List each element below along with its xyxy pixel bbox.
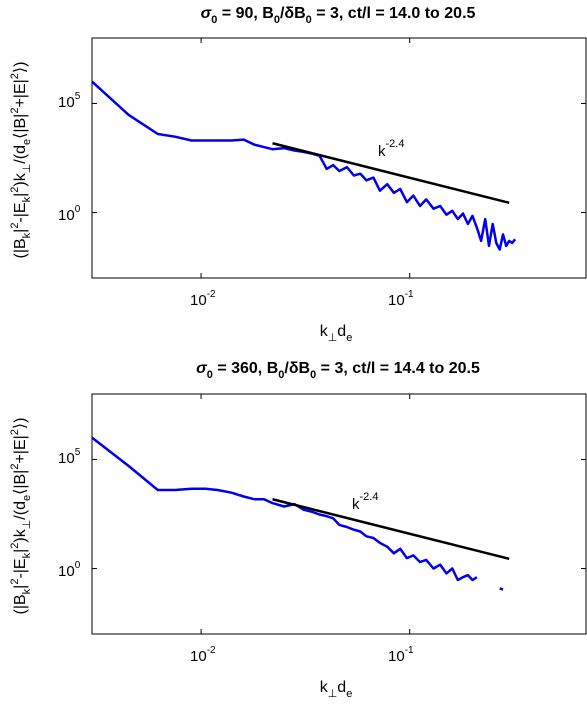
plot-area [91,393,587,635]
chart-panel-bottom: σ0 = 360, B0/δB0 = 3, ct/l = 14.4 to 20.… [9,360,587,700]
series-line [91,436,478,582]
x-tick-label: 10-1 [388,289,414,309]
axes-frame [91,393,587,635]
slope-annotation: k-2.4 [378,138,404,160]
plot-marks [91,436,510,591]
chart-title: σ0 = 90, B0/δB0 = 3, ct/l = 14.0 to 20.5 [201,5,476,26]
series-line [91,80,517,251]
x-tick-label: 10-2 [190,289,216,309]
power-law-fit-line [272,142,510,205]
tick-marks [92,394,586,634]
y-tick-label: 100 [58,204,81,224]
chart-panel-top: σ0 = 90, B0/δB0 = 3, ct/l = 14.0 to 20.5… [9,5,587,344]
series-line [499,587,504,591]
y-tick-label: 100 [58,560,81,580]
y-axis-label: (|Bk|2-|Ek|2)k⊥/(de⟨|B|2+|E|2⟩) [9,62,33,259]
chart-title: σ0 = 360, B0/δB0 = 3, ct/l = 14.4 to 20.… [196,360,480,381]
axes-frame [91,37,587,279]
x-tick-label: 10-2 [190,645,216,665]
plot-area [91,37,587,279]
power-law-fit-line [272,498,510,561]
slope-annotation: k-2.4 [352,491,378,513]
y-tick-label: 105 [58,91,81,111]
x-axis-label: k⊥de [320,679,353,700]
x-tick-label: 10-1 [388,645,414,665]
x-axis-label: k⊥de [320,323,353,344]
plot-marks [91,80,517,251]
tick-marks [92,38,586,278]
y-tick-label: 105 [58,447,81,467]
y-axis-label: (|Bk|2-|Ek|2)k⊥/(de⟨|B|2+|E|2⟩) [9,418,33,615]
